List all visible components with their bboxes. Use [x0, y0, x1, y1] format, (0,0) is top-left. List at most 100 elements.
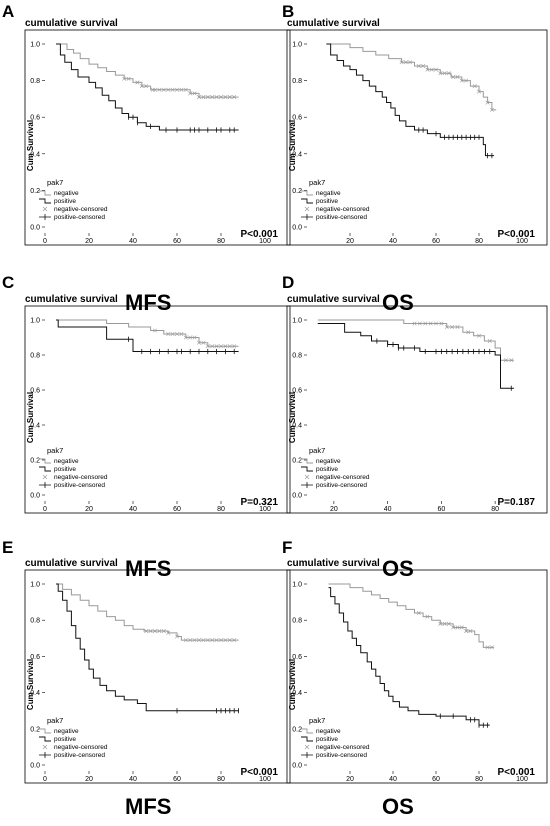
censor-mark-negative: [196, 95, 202, 100]
censor-mark-negative: [417, 321, 422, 326]
censor-mark-negative: [476, 333, 482, 338]
series-positive: [56, 319, 239, 355]
legend-entry-negative: negative: [301, 728, 341, 735]
chart-title: cumulative survival: [25, 558, 118, 569]
censor-mark-negative: [148, 629, 153, 634]
legend-line-swatch: [301, 190, 313, 196]
legend-label: negative-censored: [54, 744, 108, 751]
legend-label: positive: [316, 736, 338, 743]
legend-line-swatch: [301, 458, 313, 464]
legend-title: pak7: [309, 178, 325, 187]
censor-mark-negative: [196, 340, 202, 345]
censor-mark-negative: [416, 63, 421, 68]
censor-mark-negative: [210, 344, 215, 349]
y-tick-label: 0.4: [30, 690, 40, 697]
censor-mark-negative: [232, 95, 237, 100]
legend-entry-negative: negative: [301, 190, 341, 197]
legend-label: positive-censored: [316, 214, 367, 221]
p-value: P=0.321: [240, 497, 278, 508]
legend-title: pak7: [47, 716, 63, 725]
censor-mark-negative: [425, 67, 430, 72]
legend-label: positive-censored: [54, 214, 105, 221]
legend-censor-swatch: [304, 474, 310, 480]
censor-mark-negative: [170, 87, 175, 92]
legend-entry-negative-censored: negative-censored: [42, 744, 108, 751]
censor-mark-negative: [450, 324, 455, 330]
censor-mark-negative: [428, 321, 433, 326]
legend-censor-swatch: [42, 474, 48, 480]
chart-title: cumulative survival: [25, 294, 118, 305]
y-tick-label: 1.0: [30, 42, 40, 49]
plot-frame: [24, 29, 291, 246]
y-tick-label: 1.0: [292, 42, 302, 49]
censor-mark-negative: [472, 84, 477, 89]
censor-mark-negative: [218, 638, 224, 643]
plot-frame: [24, 305, 291, 514]
x-tick-label: 0: [43, 238, 47, 245]
censor-mark-negative: [214, 344, 219, 349]
censor-mark-negative: [201, 638, 206, 643]
legend-censor-swatch: [301, 214, 313, 220]
y-tick-label: 0.0: [30, 493, 40, 500]
legend-line-swatch: [39, 198, 51, 204]
censor-mark-negative: [218, 95, 224, 100]
legend-label: positive: [316, 198, 338, 205]
panel-letter: E: [2, 538, 13, 557]
survival-curve-positive: [56, 583, 239, 712]
y-tick-label: 0.0: [292, 225, 302, 232]
y-tick-label: 0.8: [30, 618, 40, 625]
censor-mark-negative: [408, 60, 413, 65]
y-tick-label: 0.8: [292, 353, 302, 360]
censor-mark-negative: [423, 321, 428, 326]
legend-entry-negative-censored: negative-censored: [304, 474, 370, 481]
legend-entry-positive-censored: positive-censored: [301, 482, 367, 489]
legend-line-swatch: [301, 466, 313, 472]
censor-mark-negative: [157, 87, 162, 92]
legend-line-swatch: [39, 466, 51, 472]
y-tick-label: 1.0: [292, 582, 302, 589]
y-tick-label: 0.2: [30, 726, 40, 733]
y-tick-label: 1.0: [30, 582, 40, 589]
x-tick-label: 100: [259, 506, 271, 513]
y-tick-label: 0.6: [292, 388, 302, 395]
legend-entry-positive-censored: positive-censored: [39, 482, 105, 489]
censor-mark-negative: [509, 358, 514, 363]
censor-mark-negative: [464, 78, 469, 83]
censor-mark-negative: [170, 331, 175, 337]
censor-mark-negative: [403, 60, 408, 65]
legend-label: positive: [54, 466, 76, 473]
legend-line-swatch: [39, 736, 51, 742]
censor-mark-negative: [188, 638, 193, 643]
endpoint-label: OS: [382, 556, 414, 581]
legend-entry-positive: positive: [39, 198, 76, 205]
y-tick-label: 0.6: [30, 654, 40, 661]
plot-frame: [286, 29, 548, 246]
censor-mark-negative: [144, 84, 149, 89]
legend-label: negative-censored: [316, 744, 370, 751]
censor-mark-negative: [485, 100, 490, 105]
censor-mark-negative: [188, 335, 193, 340]
censor-mark-negative: [425, 614, 430, 619]
censor-mark-negative: [399, 60, 404, 65]
y-tick-label: 0.8: [30, 78, 40, 85]
censor-mark-negative: [442, 621, 447, 626]
censor-mark-negative: [152, 629, 158, 634]
legend-censor-swatch: [39, 214, 51, 220]
x-tick-label: 40: [389, 776, 397, 783]
y-axis-label: Cum Survival: [26, 120, 35, 171]
legend-label: positive-censored: [54, 752, 105, 759]
legend-entry-positive: positive: [39, 736, 76, 743]
censor-mark-negative: [232, 344, 237, 349]
panel-letter: D: [282, 273, 294, 292]
censor-mark-negative: [139, 84, 144, 89]
x-tick-label: 100: [516, 776, 528, 783]
x-tick-label: 40: [389, 238, 397, 245]
censor-mark-negative: [446, 621, 451, 626]
censor-mark-negative: [466, 330, 471, 335]
survival-curve-negative: [317, 319, 514, 361]
censor-mark-negative: [433, 321, 439, 326]
p-value: P<0.001: [497, 767, 535, 778]
censor-mark-negative: [489, 645, 494, 650]
